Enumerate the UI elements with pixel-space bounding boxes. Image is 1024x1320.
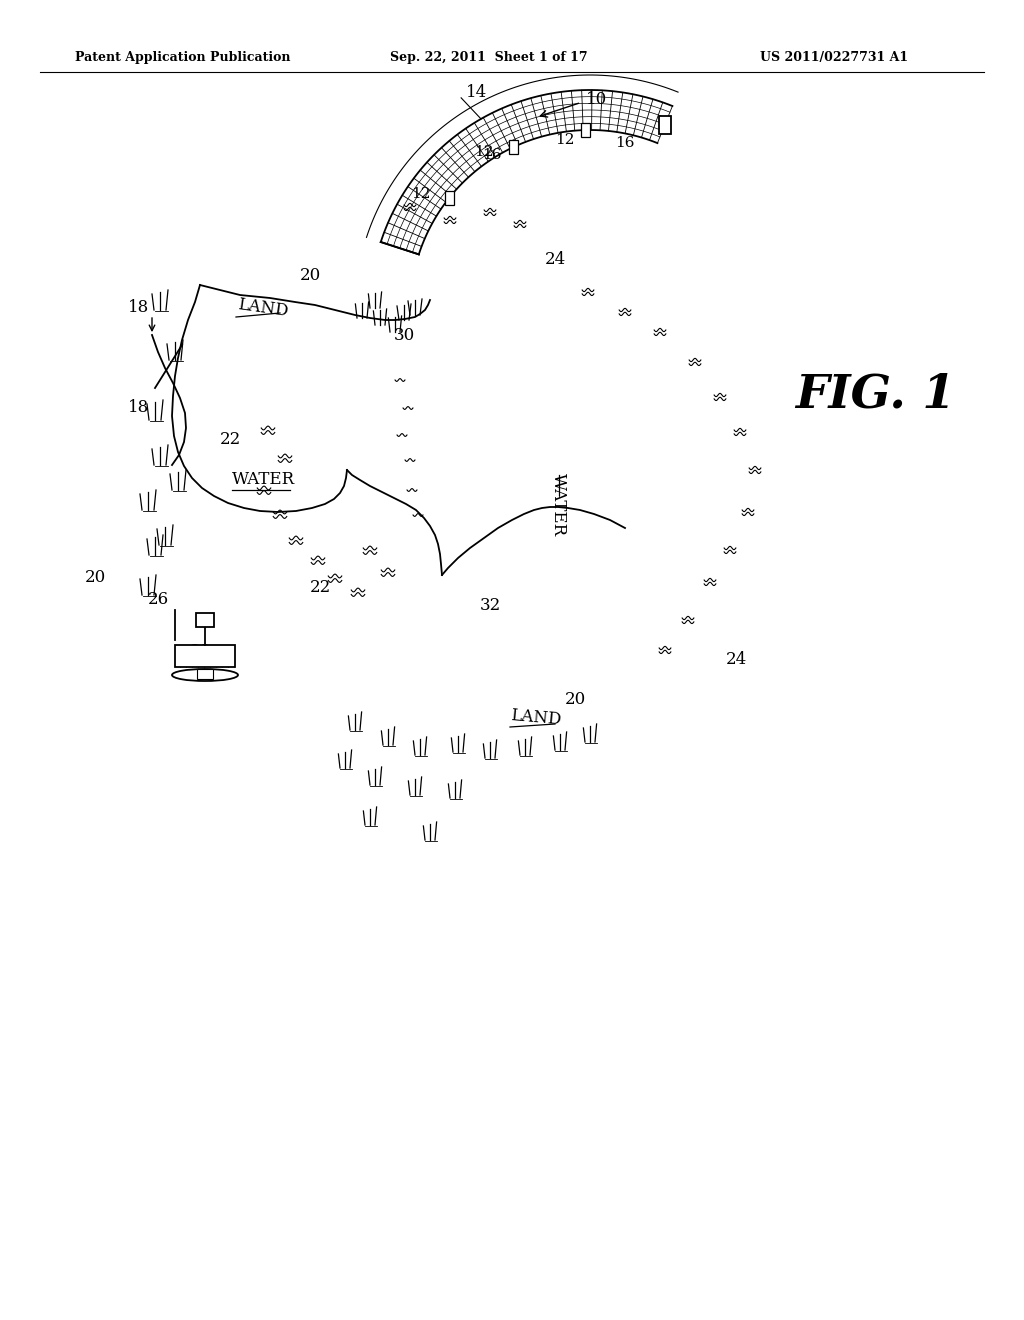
Bar <box>197 669 213 678</box>
Text: 12: 12 <box>411 187 430 201</box>
Text: 20: 20 <box>565 692 587 709</box>
Bar <box>445 190 454 205</box>
Text: Sep. 22, 2011  Sheet 1 of 17: Sep. 22, 2011 Sheet 1 of 17 <box>390 51 588 65</box>
Text: 16: 16 <box>615 136 635 150</box>
Bar <box>196 612 214 627</box>
Text: WATER: WATER <box>232 471 295 488</box>
Text: 18: 18 <box>128 400 150 417</box>
Text: 16: 16 <box>482 148 502 162</box>
Ellipse shape <box>172 669 238 681</box>
Text: FIG. 1: FIG. 1 <box>795 372 955 418</box>
Text: US 2011/0227731 A1: US 2011/0227731 A1 <box>760 51 908 65</box>
Bar <box>581 123 590 137</box>
Text: 30: 30 <box>394 326 416 343</box>
Text: 20: 20 <box>300 267 322 284</box>
Bar <box>658 116 671 133</box>
Text: LAND: LAND <box>510 708 562 729</box>
Text: 20: 20 <box>85 569 106 586</box>
Text: LAND: LAND <box>236 296 289 319</box>
Text: 32: 32 <box>480 597 502 614</box>
Text: 14: 14 <box>466 84 487 102</box>
Text: 22: 22 <box>220 432 242 449</box>
Text: 12: 12 <box>474 145 494 158</box>
Text: Patent Application Publication: Patent Application Publication <box>75 51 291 65</box>
Text: 28: 28 <box>190 644 211 660</box>
Text: 24: 24 <box>726 652 748 668</box>
Text: 22: 22 <box>310 579 331 597</box>
Text: 18: 18 <box>128 300 150 317</box>
Text: 12: 12 <box>555 133 574 147</box>
Text: 26: 26 <box>148 591 169 609</box>
Bar <box>175 645 234 667</box>
Text: 10: 10 <box>586 91 607 108</box>
Bar <box>509 140 518 154</box>
Text: 24: 24 <box>545 252 566 268</box>
Text: WATER: WATER <box>550 474 567 536</box>
